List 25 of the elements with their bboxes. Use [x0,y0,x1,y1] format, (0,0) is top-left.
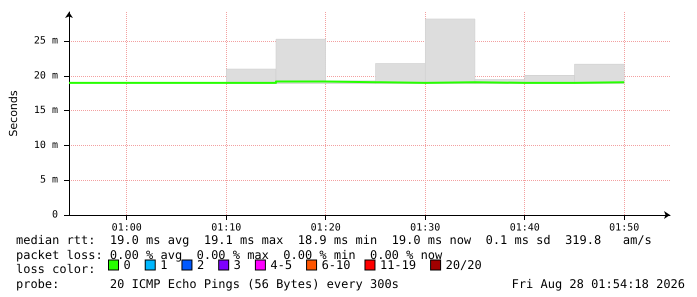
y-tick-label: 0 [52,210,58,220]
y-tick-label: 25 m [34,36,58,47]
x-tick-label: 01:10 [211,222,242,234]
text: probe: 20 ICMP Echo Pings (56 Bytes) every 300s [16,277,399,291]
x-tick-label: 01:20 [310,222,341,234]
y-axis-title: Seconds [7,90,20,137]
x-tick-label: 01:00 [112,222,142,234]
x-tick-label: 01:30 [410,222,440,234]
y-tick-label: 10 m [34,140,58,151]
legend-label: 1 [160,258,168,272]
legend-label: 3 [234,258,241,272]
text: median rtt: 19.0 ms avg 19.1 ms max 18.9 ms min 19.0 ms now 0.1 ms sd 319.8 am/s [16,233,652,247]
text: Fri Aug 28 01:54:18 2026 [512,277,685,291]
legend-label: 11-19 [380,258,416,272]
legend-label: 4-5 [270,258,292,272]
x-tick-label: 01:40 [510,222,540,234]
legend-label: 2 [196,258,204,272]
legend-label: 6-10 [322,258,350,272]
legend-label: 0 [124,258,131,272]
x-tick-label: 01:50 [609,222,640,234]
text: loss color: [16,262,96,276]
y-tick-label: 5 m [40,174,58,186]
y-tick-label: 15 m [34,105,58,116]
legend-label: 20/20 [446,258,482,272]
y-tick-label: 20 m [34,70,58,82]
